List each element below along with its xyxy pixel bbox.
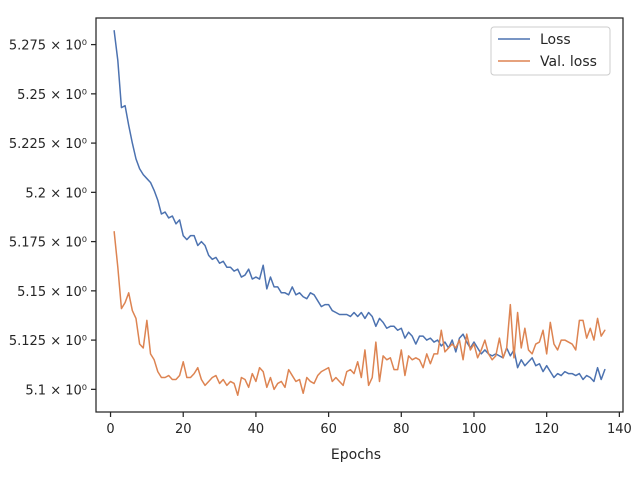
plot-area	[96, 18, 623, 412]
x-tick-label: 100	[462, 422, 487, 437]
x-tick-label: 40	[248, 422, 265, 437]
x-axis-title: Epochs	[331, 447, 381, 463]
y-tick-label: 5.175 × 10⁰	[9, 236, 87, 251]
x-tick-label: 20	[175, 422, 192, 437]
x-tick-label: 0	[106, 422, 114, 437]
legend-label-val-loss: Val. loss	[540, 54, 597, 70]
legend: Loss Val. loss	[490, 26, 611, 76]
y-tick-label: 5.125 × 10⁰	[9, 334, 87, 349]
legend-label-loss: Loss	[540, 32, 571, 48]
y-tick-label: 5.1 × 10⁰	[25, 383, 87, 398]
y-tick-label: 5.25 × 10⁰	[17, 88, 87, 103]
y-tick-label: 5.15 × 10⁰	[17, 285, 87, 300]
x-axis: 0 20 40 60 80 100 120 140	[106, 412, 632, 437]
y-axis: 5.1 × 10⁰ 5.125 × 10⁰ 5.15 × 10⁰ 5.175 × 10…	[9, 39, 96, 398]
series-line-loss	[113, 30, 606, 383]
x-tick-label: 120	[534, 422, 559, 437]
y-tick-label: 5.275 × 10⁰	[9, 39, 87, 54]
x-tick-label: 60	[320, 422, 337, 437]
y-tick-label: 5.2 × 10⁰	[25, 186, 87, 201]
plot-frame	[95, 17, 624, 413]
x-tick-label: 80	[393, 422, 410, 437]
series-layer	[113, 30, 606, 396]
y-tick-label: 5.225 × 10⁰	[9, 137, 87, 152]
series-line-val-loss	[113, 231, 606, 396]
x-tick-label: 140	[607, 422, 632, 437]
